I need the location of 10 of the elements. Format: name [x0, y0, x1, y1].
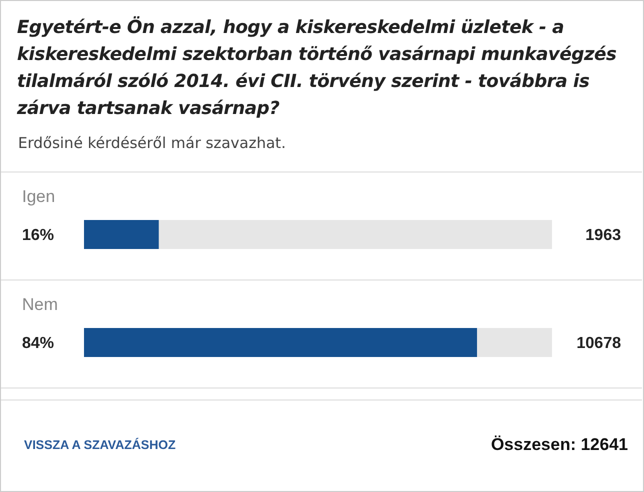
data-label: 84% [22, 335, 54, 352]
chart-title: Egyetért-e Ön azzal, hogy a kiskereskedelmi üzletek - a kiskereskedelmi szektorban történő vasárnapi munkavégzés tilalmáról szóló 2014. évi CII. törvény szerint - továbbra is zárva tartsanak vasárnap? [17, 15, 617, 121]
text: 10678 [576, 335, 622, 352]
text: VISSZA A SZAVAZÁSHOZ [24, 437, 176, 452]
chart-subtitle: Erdősiné kérdéséről már szavazhat. [18, 134, 286, 152]
y-tick-label: Nem [22, 295, 58, 314]
text: 1963 [585, 227, 622, 244]
y-tick-label: Igen [22, 187, 56, 206]
text: Összesen: 12641 [490, 435, 628, 454]
data-label: 16% [22, 227, 54, 244]
